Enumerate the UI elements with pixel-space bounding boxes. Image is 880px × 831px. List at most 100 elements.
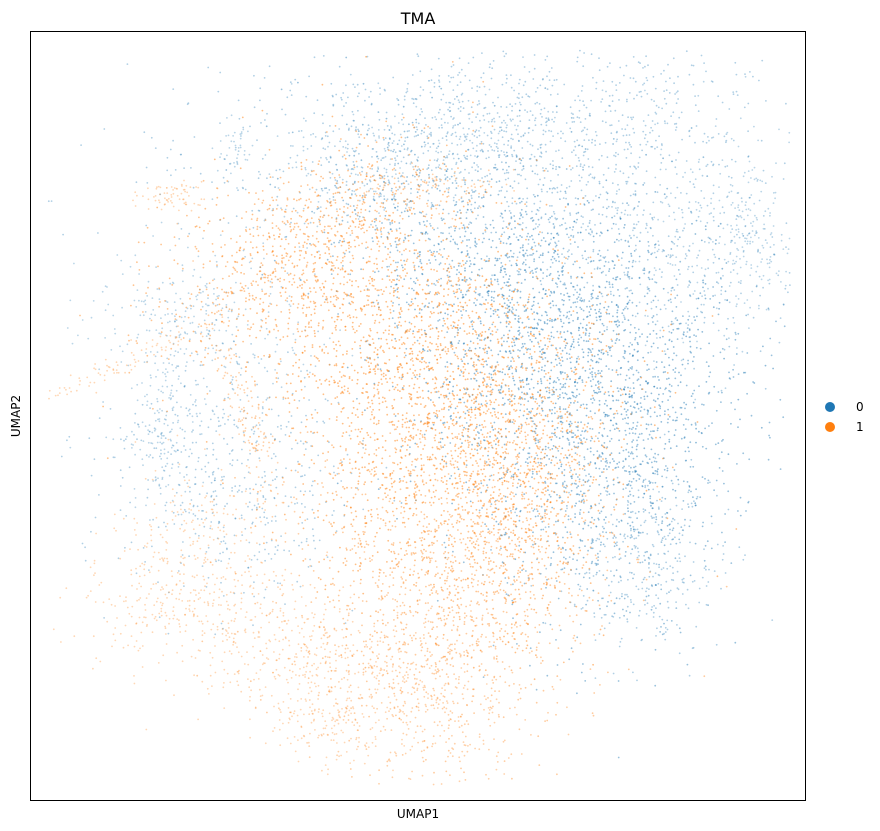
scatter-point-series-0 (719, 351, 722, 354)
scatter-point-series-0 (728, 191, 731, 194)
scatter-point-series-0 (485, 226, 487, 229)
scatter-point-series-0 (598, 259, 601, 262)
scatter-point-series-0 (473, 135, 476, 137)
scatter-point-series-0 (676, 338, 679, 340)
scatter-point-series-0 (503, 312, 506, 314)
scatter-point-series-0 (591, 166, 594, 169)
scatter-point-series-0 (787, 291, 789, 294)
scatter-point-series-0 (579, 289, 582, 292)
scatter-point-series-0 (721, 391, 723, 394)
scatter-point-series-0 (597, 361, 600, 364)
scatter-point-series-0 (715, 307, 718, 310)
scatter-point-series-0 (750, 236, 752, 239)
scatter-point-series-0 (493, 142, 496, 145)
scatter-point-series-0 (441, 126, 443, 129)
scatter-point-series-0 (499, 388, 502, 391)
scatter-point-series-0 (602, 574, 605, 577)
scatter-point-series-0 (565, 287, 567, 290)
scatter-point-series-0 (399, 175, 402, 178)
scatter-point-series-0 (628, 427, 631, 430)
scatter-point-series-0 (661, 201, 664, 204)
scatter-point-series-0 (551, 191, 554, 194)
scatter-point-series-0 (490, 503, 493, 505)
scatter-point-series-0 (461, 100, 464, 103)
scatter-point-series-0 (563, 299, 565, 302)
scatter-point-series-0 (541, 254, 544, 257)
scatter-point-series-0 (179, 153, 182, 156)
scatter-point-series-0 (309, 221, 312, 224)
scatter-point-series-0 (578, 500, 581, 503)
scatter-point-series-0 (443, 113, 446, 116)
scatter-point-series-0 (669, 395, 672, 398)
scatter-point-series-0 (328, 171, 331, 173)
scatter-point-series-0 (469, 500, 472, 503)
scatter-point-series-0 (688, 245, 691, 247)
scatter-point-series-0 (519, 290, 522, 293)
scatter-point-series-0 (582, 129, 584, 132)
scatter-point-series-0 (636, 439, 638, 442)
scatter-point-series-0 (470, 278, 472, 281)
scatter-point-series-0 (518, 101, 521, 104)
scatter-point-series-0 (630, 146, 633, 148)
scatter-point-series-0 (543, 322, 546, 325)
scatter-point-series-0 (692, 83, 695, 86)
scatter-point-series-0 (463, 133, 465, 136)
scatter-point-series-0 (628, 260, 631, 263)
scatter-point-series-0 (688, 336, 691, 339)
scatter-point-series-0 (230, 140, 233, 143)
scatter-point-series-0 (689, 168, 692, 171)
scatter-point-series-0 (635, 182, 637, 185)
scatter-point-series-0 (386, 175, 389, 178)
scatter-point-series-0 (432, 143, 434, 145)
scatter-point-series-0 (675, 126, 678, 129)
scatter-point-series-0 (662, 157, 664, 160)
scatter-point-series-0 (522, 414, 525, 417)
scatter-point-series-0 (703, 62, 705, 64)
scatter-point-series-0 (592, 240, 595, 243)
scatter-point-series-0 (787, 248, 790, 251)
scatter-point-series-0 (597, 563, 599, 565)
scatter-point-series-0 (448, 232, 451, 235)
scatter-point-series-0 (345, 102, 347, 104)
scatter-point-series-0 (287, 162, 290, 165)
scatter-point-series-0 (662, 393, 665, 395)
scatter-point-series-0 (745, 201, 747, 204)
scatter-point-series-0 (597, 253, 599, 256)
scatter-point-series-0 (511, 345, 514, 348)
scatter-point-series-0 (517, 139, 520, 142)
scatter-point-series-0 (281, 108, 283, 111)
scatter-point-series-0 (534, 227, 537, 230)
scatter-point-series-0 (456, 243, 459, 246)
scatter-point-series-0 (663, 120, 666, 123)
scatter-point-series-0 (712, 136, 715, 139)
scatter-point-series-0 (419, 253, 421, 256)
scatter-point-series-0 (555, 436, 558, 438)
scatter-point-series-0 (629, 143, 631, 146)
scatter-point-series-0 (631, 446, 634, 449)
scatter-point-series-0 (637, 166, 640, 168)
scatter-point-series-0 (749, 196, 751, 199)
scatter-point-series-0 (450, 134, 453, 137)
scatter-point-series-0 (525, 93, 528, 96)
scatter-point-series-0 (237, 99, 240, 102)
scatter-point-series-0 (639, 410, 642, 412)
scatter-point-series-0 (698, 430, 700, 433)
scatter-point-series-0 (548, 244, 550, 246)
scatter-point-series-0 (509, 249, 512, 252)
scatter-point-series-0 (625, 434, 627, 436)
scatter-point-series-0 (424, 179, 426, 182)
scatter-point-series-0 (555, 520, 557, 523)
scatter-point-series-0 (564, 510, 567, 512)
scatter-point-series-0 (458, 340, 461, 342)
scatter-point-series-0 (527, 331, 529, 334)
scatter-point-series-0 (497, 96, 499, 99)
scatter-point-series-0 (437, 57, 440, 60)
scatter-point-series-0 (451, 390, 454, 393)
scatter-point-series-0 (730, 204, 733, 206)
scatter-point-series-0 (630, 116, 632, 119)
scatter-point-series-0 (511, 372, 514, 375)
scatter-point-series-0 (549, 294, 551, 297)
scatter-point-series-0 (532, 327, 534, 330)
scatter-point-series-0 (468, 172, 470, 174)
scatter-point-series-0 (276, 177, 279, 180)
